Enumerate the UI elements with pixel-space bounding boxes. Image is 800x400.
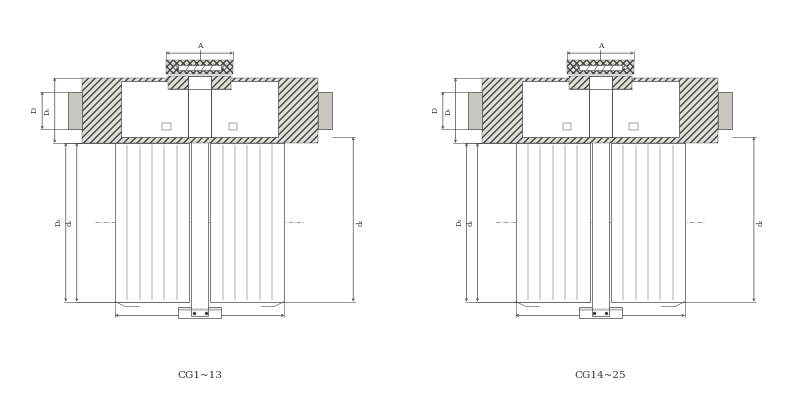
Text: d₁: d₁ — [66, 218, 74, 226]
Polygon shape — [318, 92, 331, 129]
Text: D₂: D₂ — [455, 218, 463, 226]
Text: L: L — [555, 123, 561, 131]
Text: D₂: D₂ — [54, 218, 62, 226]
Text: L: L — [239, 123, 245, 131]
Text: L: L — [155, 123, 160, 131]
Text: D₁: D₁ — [44, 106, 52, 115]
Text: C: C — [203, 124, 209, 132]
Polygon shape — [68, 92, 82, 129]
Polygon shape — [115, 143, 189, 302]
Polygon shape — [592, 127, 609, 316]
Polygon shape — [178, 64, 222, 70]
Text: C: C — [604, 124, 610, 132]
Text: B: B — [598, 305, 603, 313]
Polygon shape — [162, 123, 170, 130]
Text: H: H — [646, 115, 652, 123]
Polygon shape — [482, 78, 718, 143]
Polygon shape — [178, 308, 222, 318]
Polygon shape — [210, 143, 284, 302]
Text: A: A — [598, 42, 603, 50]
Polygon shape — [469, 92, 482, 129]
Text: D: D — [432, 107, 440, 114]
Polygon shape — [578, 64, 622, 70]
Polygon shape — [168, 76, 231, 89]
Text: B: B — [197, 305, 202, 313]
Polygon shape — [121, 81, 278, 137]
Polygon shape — [191, 127, 208, 316]
Polygon shape — [567, 60, 634, 74]
Text: d₂: d₂ — [356, 219, 364, 226]
Text: CG14~25: CG14~25 — [574, 371, 626, 380]
Polygon shape — [188, 76, 211, 137]
Polygon shape — [578, 308, 622, 318]
Text: D: D — [31, 107, 39, 114]
Polygon shape — [611, 143, 685, 302]
Text: d₂: d₂ — [757, 219, 765, 226]
Text: d₁: d₁ — [466, 218, 474, 226]
Polygon shape — [82, 78, 318, 143]
Text: H: H — [246, 115, 251, 123]
Text: D₁: D₁ — [444, 106, 452, 115]
Text: CG1~13: CG1~13 — [177, 371, 222, 380]
Polygon shape — [630, 123, 638, 130]
Text: H: H — [549, 115, 554, 123]
Polygon shape — [229, 123, 238, 130]
Polygon shape — [522, 81, 679, 137]
Polygon shape — [718, 92, 732, 129]
Polygon shape — [569, 76, 632, 89]
Polygon shape — [562, 123, 571, 130]
Polygon shape — [516, 143, 590, 302]
Text: H: H — [148, 115, 154, 123]
Polygon shape — [589, 76, 612, 137]
Text: A: A — [197, 42, 202, 50]
Text: L: L — [640, 123, 645, 131]
Polygon shape — [166, 60, 233, 74]
